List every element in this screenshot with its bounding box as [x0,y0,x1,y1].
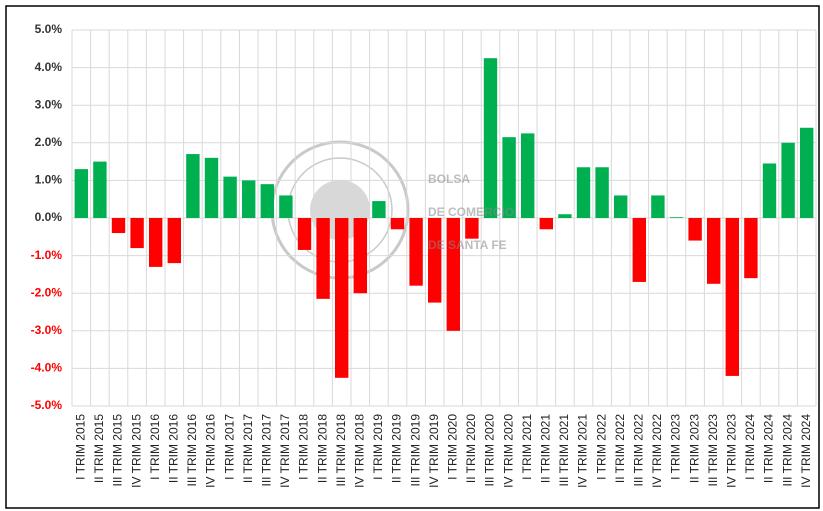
x-tick-label: III TRIM 2022 [631,414,645,487]
y-tick-label: -5.0% [31,398,63,412]
x-tick-label: II TRIM 2015 [92,414,106,483]
x-tick-label: I TRIM 2019 [371,414,385,480]
bar [539,218,553,230]
x-tick-label: IV TRIM 2019 [427,414,441,488]
bar [428,218,442,303]
y-tick-label: -3.0% [31,323,63,337]
x-tick-label: III TRIM 2015 [111,414,125,487]
x-tick-label: IV TRIM 2016 [204,414,218,488]
x-tick-label: III TRIM 2023 [706,414,720,487]
y-tick-label: -2.0% [31,285,63,299]
x-tick-label: IV TRIM 2017 [278,414,292,488]
watermark-text: DE COMERCIO [428,205,514,219]
x-tick-label: I TRIM 2023 [669,414,683,480]
bar [204,157,219,218]
y-tick-label: 4.0% [35,60,63,74]
y-tick-label: 1.0% [35,173,63,187]
bar [688,218,702,241]
x-tick-label: III TRIM 2024 [780,414,794,487]
bar [725,218,739,376]
bar [186,154,200,218]
x-tick-label: IV TRIM 2022 [650,414,664,488]
y-tick-label: -4.0% [31,361,63,375]
x-tick-label: III TRIM 2019 [408,414,422,487]
bar [558,214,572,218]
x-tick-label: II TRIM 2020 [464,414,478,483]
bar [74,169,88,218]
x-tick-label: IV TRIM 2020 [501,414,515,488]
bar [483,58,498,219]
bar [632,218,646,282]
bar [223,176,237,218]
x-tick-label: III TRIM 2017 [259,414,273,487]
bar [651,195,665,218]
bar [279,195,293,218]
x-tick-label: II TRIM 2016 [166,414,180,483]
bar [316,218,330,299]
watermark-text: DE SANTA FE [428,238,507,252]
x-tick-label: II TRIM 2019 [390,414,404,483]
x-tick-label: IV TRIM 2021 [576,414,590,488]
x-tick-label: I TRIM 2022 [594,414,608,480]
bar [614,195,628,218]
x-tick-label: I TRIM 2020 [445,414,459,480]
bar [781,142,795,218]
bar [502,137,516,218]
y-tick-label: -1.0% [31,248,63,262]
bar [372,201,386,218]
bar [149,218,163,267]
y-tick-label: 3.0% [35,97,63,111]
bar [130,218,144,249]
bar [353,218,367,294]
bar [260,184,274,218]
x-tick-label: I TRIM 2015 [73,414,87,480]
x-tick-label: I TRIM 2017 [222,414,236,480]
bar [465,218,479,239]
x-tick-label: IV TRIM 2015 [129,414,143,488]
bar [576,167,591,218]
bar [242,180,256,218]
bar [446,218,460,331]
bar [669,217,684,218]
y-tick-label: 2.0% [35,135,63,149]
x-tick-label: III TRIM 2020 [483,414,497,487]
bar [111,218,126,234]
bar [335,218,349,378]
x-tick-label: IV TRIM 2023 [724,414,738,488]
y-tick-label: 0.0% [35,210,63,224]
watermark-text: BOLSA [428,172,470,186]
bar [800,127,814,218]
x-tick-label: I TRIM 2021 [520,414,534,480]
bar [167,218,181,264]
x-tick-label: III TRIM 2021 [557,414,571,487]
x-tick-label: IV TRIM 2018 [352,414,366,488]
x-tick-label: IV TRIM 2024 [799,414,813,488]
x-tick-label: I TRIM 2018 [297,414,311,480]
bar [595,167,609,218]
x-tick-label: II TRIM 2018 [315,414,329,483]
x-tick-label: III TRIM 2018 [334,414,348,487]
x-tick-label: II TRIM 2023 [687,414,701,483]
x-tick-label: II TRIM 2022 [613,414,627,483]
bar [744,218,758,279]
x-tick-label: I TRIM 2024 [743,414,757,480]
bar [297,218,312,250]
bar [93,161,107,218]
x-tick-label: II TRIM 2021 [538,414,552,483]
bar [762,163,777,218]
bar [521,133,535,218]
x-tick-label: II TRIM 2024 [762,414,776,483]
y-tick-label: 5.0% [35,22,63,36]
bar [707,218,721,284]
bar [390,218,405,230]
x-tick-label: I TRIM 2016 [148,414,162,480]
x-tick-label: II TRIM 2017 [241,414,255,483]
bar [409,218,423,286]
x-tick-label: III TRIM 2016 [185,414,199,487]
